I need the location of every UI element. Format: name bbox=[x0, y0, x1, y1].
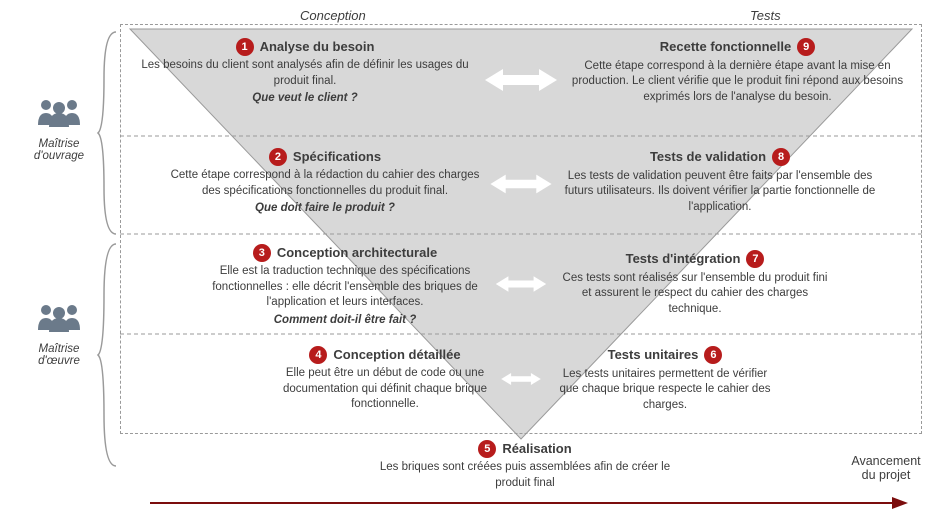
step-2-title: Spécifications bbox=[293, 148, 381, 166]
step-6-title: Tests unitaires bbox=[608, 346, 699, 364]
timeline-arrow bbox=[150, 494, 910, 512]
badge-2: 2 bbox=[269, 148, 287, 166]
step-4-title: Conception détaillée bbox=[333, 346, 460, 364]
step-9-desc: Cette étape correspond à la dernière éta… bbox=[570, 59, 905, 106]
step-3-ask: Comment doit-il être fait ? bbox=[200, 313, 490, 329]
step-3: 3 Conception architecturale Elle est la t… bbox=[200, 244, 490, 328]
step-1-title: Analyse du besoin bbox=[260, 38, 375, 56]
step-7-title: Tests d'intégration bbox=[626, 250, 741, 268]
step-5-title: Réalisation bbox=[502, 440, 571, 458]
step-4-desc: Elle peut être un début de code ou une d… bbox=[275, 366, 495, 413]
step-8-desc: Les tests de validation peuvent être fai… bbox=[560, 169, 880, 216]
timeline-label: Avancement du projet bbox=[831, 454, 941, 482]
badge-7: 7 bbox=[746, 250, 764, 268]
step-8: Tests de validation 8 Les tests de valida… bbox=[560, 148, 880, 215]
step-3-title: Conception architecturale bbox=[277, 244, 437, 262]
step-7-desc: Ces tests sont réalisés sur l'ensemble d… bbox=[560, 271, 830, 318]
step-6: Tests unitaires 6 Les tests unitaires per… bbox=[555, 346, 775, 413]
step-5-desc: Les briques sont créées puis assemblées … bbox=[370, 460, 680, 491]
badge-5: 5 bbox=[478, 440, 496, 458]
step-7: Tests d'intégration 7 Ces tests sont réal… bbox=[560, 250, 830, 317]
step-8-title: Tests de validation bbox=[650, 148, 766, 166]
step-5: 5 Réalisation Les briques sont créées pui… bbox=[370, 440, 680, 491]
badge-3: 3 bbox=[253, 244, 271, 262]
step-2-ask: Que doit faire le produit ? bbox=[170, 201, 480, 217]
badge-8: 8 bbox=[772, 148, 790, 166]
people-icon bbox=[34, 300, 84, 334]
step-1: 1 Analyse du besoin Les besoins du client… bbox=[140, 38, 470, 107]
badge-9: 9 bbox=[797, 38, 815, 56]
step-9: Recette fonctionnelle 9 Cette étape corre… bbox=[570, 38, 905, 105]
step-2-desc: Cette étape correspond à la rédaction du… bbox=[170, 168, 480, 199]
header-conception: Conception bbox=[300, 8, 366, 23]
step-6-desc: Les tests unitaires permettent de vérifi… bbox=[555, 367, 775, 414]
people-icon bbox=[34, 95, 84, 129]
role-maitrise-oeuvre: Maîtrise d'œuvre bbox=[4, 300, 114, 367]
step-9-title: Recette fonctionnelle bbox=[660, 38, 791, 56]
step-4: 4 Conception détaillée Elle peut être un … bbox=[275, 346, 495, 413]
badge-6: 6 bbox=[704, 346, 722, 364]
badge-4: 4 bbox=[309, 346, 327, 364]
step-1-desc: Les besoins du client sont analysés afin… bbox=[140, 58, 470, 89]
step-3-desc: Elle est la traduction technique des spé… bbox=[200, 264, 490, 311]
role-oeuvre-label: Maîtrise d'œuvre bbox=[4, 343, 114, 367]
step-2: 2 Spécifications Cette étape correspond à… bbox=[170, 148, 480, 217]
role-maitrise-ouvrage: Maîtrise d'ouvrage bbox=[4, 95, 114, 162]
header-tests: Tests bbox=[750, 8, 781, 23]
step-1-ask: Que veut le client ? bbox=[140, 91, 470, 107]
role-ouvrage-label: Maîtrise d'ouvrage bbox=[4, 138, 114, 162]
badge-1: 1 bbox=[236, 38, 254, 56]
